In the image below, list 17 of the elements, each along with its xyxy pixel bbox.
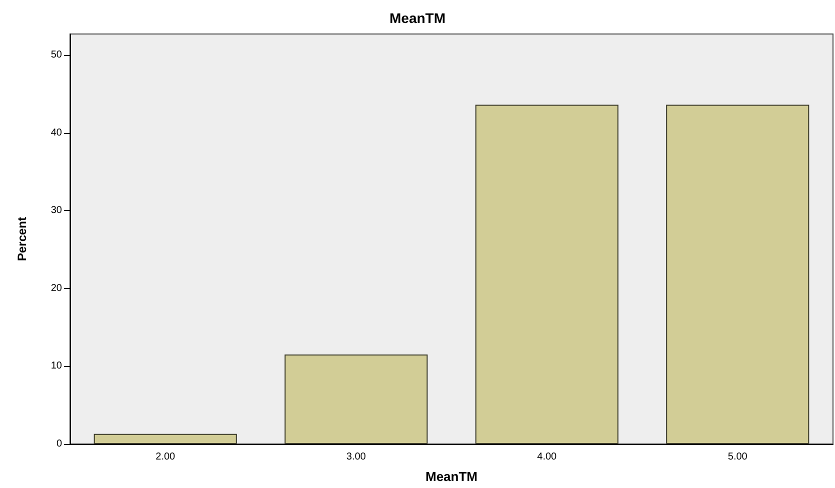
y-tick-label: 50 — [50, 50, 62, 61]
x-tick-label: 4.00 — [537, 452, 558, 462]
y-tick-label: 40 — [50, 127, 62, 138]
y-tick-label: 20 — [50, 282, 62, 294]
chart-title: MeanTM — [390, 10, 446, 26]
y-axis-title: Percent — [15, 216, 29, 262]
x-tick-label: 3.00 — [346, 452, 366, 462]
y-tick-label: 0 — [56, 438, 62, 450]
x-axis-title: MeanTM — [426, 469, 478, 484]
bar — [666, 104, 810, 444]
x-tick-label: 2.00 — [156, 452, 176, 462]
bar — [475, 104, 618, 444]
y-tick-label: 10 — [50, 360, 62, 372]
y-tick-label: 30 — [50, 205, 62, 216]
bar — [94, 434, 237, 444]
x-tick-label: 5.00 — [728, 452, 748, 462]
bar — [284, 354, 428, 444]
